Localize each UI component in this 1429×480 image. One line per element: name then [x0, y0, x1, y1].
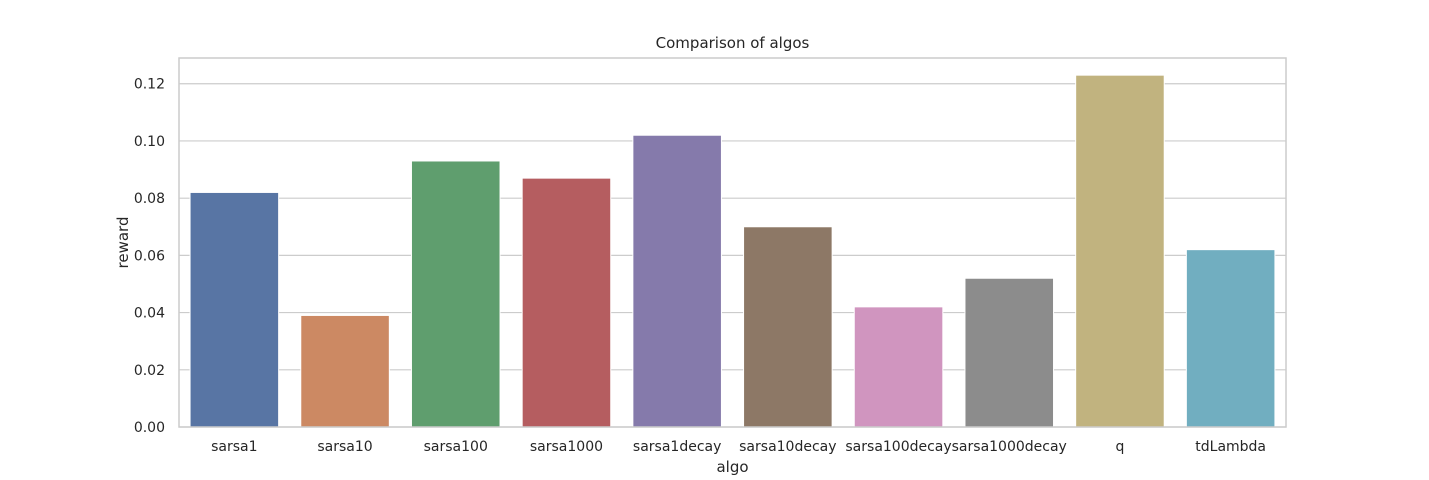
y-tick-label: 0.10	[134, 134, 165, 150]
bar-sarsa100	[410, 160, 501, 428]
x-tick-label: sarsa100	[424, 439, 488, 455]
y-tick-label: 0.08	[134, 191, 165, 207]
bar-tdLambda	[1185, 249, 1276, 428]
x-tick-label: sarsa1	[211, 439, 257, 455]
y-tick-label: 0.04	[134, 306, 165, 322]
x-tick-labels: sarsa1 sarsa10 sarsa100 sarsa1000 sarsa1deca…	[211, 439, 1266, 455]
plot-frame	[178, 57, 1287, 428]
y-tick-label: 0.02	[134, 363, 165, 379]
x-tick-label: sarsa10decay	[739, 439, 836, 455]
x-tick-label: sarsa1000	[530, 439, 603, 455]
bar-sarsa1decay	[632, 134, 722, 428]
bar-sarsa1	[189, 191, 280, 428]
y-tick-label: 0.00	[134, 420, 165, 436]
bar-q	[1075, 74, 1165, 428]
x-tick-label: sarsa1decay	[633, 439, 721, 455]
y-tick-label: 0.12	[134, 77, 165, 93]
bars	[189, 74, 1276, 428]
x-tick-label: sarsa100decay	[845, 439, 951, 455]
bar-sarsa1000	[521, 177, 612, 428]
x-tick-label: q	[1116, 439, 1125, 455]
x-tick-label: sarsa1000decay	[952, 439, 1067, 455]
x-tick-label: sarsa10	[317, 439, 372, 455]
y-tick-label: 0.06	[134, 248, 165, 264]
bar-sarsa1000decay	[964, 277, 1055, 428]
bar-sarsa10	[300, 314, 390, 428]
chart-title: Comparison of algos	[656, 34, 810, 52]
x-tick-label: tdLambda	[1195, 439, 1266, 455]
y-axis-label: reward	[114, 217, 132, 269]
y-tick-labels: 0.00 0.02 0.04 0.06 0.08 0.10 0.12	[134, 77, 165, 436]
bar-sarsa10decay	[743, 226, 833, 428]
bar-sarsa100decay	[853, 306, 944, 428]
x-axis-label: algo	[716, 458, 748, 476]
